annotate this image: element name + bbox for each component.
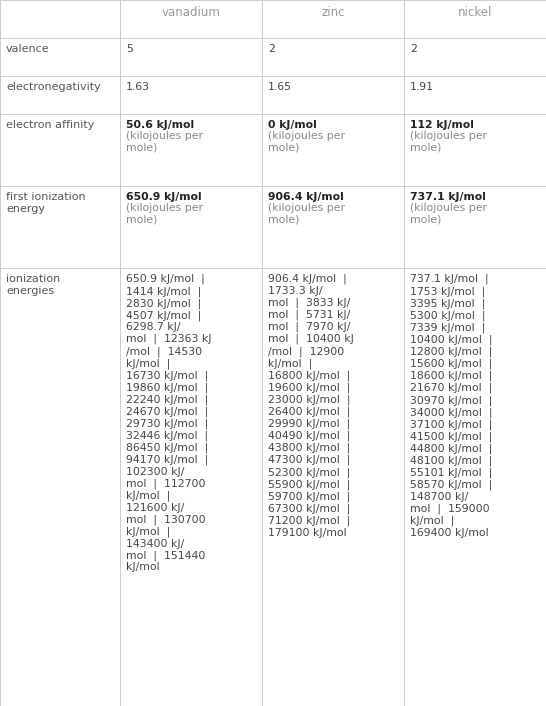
Bar (0, 268, 120, 706)
Text: 5: 5 (126, 44, 133, 54)
Text: 50.6 kJ/mol: 50.6 kJ/mol (126, 120, 194, 130)
Text: 0 kJ/mol: 0 kJ/mol (268, 120, 317, 130)
Bar (404, 114, 546, 186)
Text: (kilojoules per
mole): (kilojoules per mole) (410, 131, 487, 152)
Text: 1.65: 1.65 (268, 82, 292, 92)
Bar (120, 0, 262, 38)
Bar (0, 0, 120, 38)
Text: ionization
energies: ionization energies (6, 274, 60, 296)
Bar (120, 76, 262, 114)
Bar (262, 38, 404, 76)
Text: 2: 2 (410, 44, 417, 54)
Bar (0, 114, 120, 186)
Text: 906.4 kJ/mol: 906.4 kJ/mol (268, 192, 344, 202)
Text: (kilojoules per
mole): (kilojoules per mole) (410, 203, 487, 225)
Text: 650.9 kJ/mol  |
1414 kJ/mol  |
2830 kJ/mol  |
4507 kJ/mol  |
6298.7 kJ/
mol  |  : 650.9 kJ/mol | 1414 kJ/mol | 2830 kJ/mol… (126, 274, 211, 573)
Bar (404, 0, 546, 38)
Text: valence: valence (6, 44, 50, 54)
Bar (120, 38, 262, 76)
Text: (kilojoules per
mole): (kilojoules per mole) (268, 131, 345, 152)
Text: zinc: zinc (321, 6, 345, 19)
Text: 737.1 kJ/mol: 737.1 kJ/mol (410, 192, 486, 202)
Text: 737.1 kJ/mol  |
1753 kJ/mol  |
3395 kJ/mol  |
5300 kJ/mol  |
7339 kJ/mol  |
1040: 737.1 kJ/mol | 1753 kJ/mol | 3395 kJ/mol… (410, 274, 492, 537)
Bar (120, 114, 262, 186)
Text: first ionization
energy: first ionization energy (6, 192, 86, 214)
Bar (404, 186, 546, 268)
Text: vanadium: vanadium (162, 6, 221, 19)
Text: 1.91: 1.91 (410, 82, 434, 92)
Bar (0, 38, 120, 76)
Text: (kilojoules per
mole): (kilojoules per mole) (126, 203, 203, 225)
Text: 650.9 kJ/mol: 650.9 kJ/mol (126, 192, 201, 202)
Bar (262, 114, 404, 186)
Bar (0, 186, 120, 268)
Bar (404, 38, 546, 76)
Bar (262, 0, 404, 38)
Text: (kilojoules per
mole): (kilojoules per mole) (268, 203, 345, 225)
Bar (120, 186, 262, 268)
Text: nickel: nickel (458, 6, 492, 19)
Text: electronegativity: electronegativity (6, 82, 101, 92)
Bar (404, 76, 546, 114)
Text: 1.63: 1.63 (126, 82, 150, 92)
Bar (262, 186, 404, 268)
Bar (404, 268, 546, 706)
Bar (120, 268, 262, 706)
Bar (262, 268, 404, 706)
Text: 906.4 kJ/mol  |
1733.3 kJ/
mol  |  3833 kJ/
mol  |  5731 kJ/
mol  |  7970 kJ/
mo: 906.4 kJ/mol | 1733.3 kJ/ mol | 3833 kJ/… (268, 274, 354, 537)
Text: electron affinity: electron affinity (6, 120, 94, 130)
Bar (0, 76, 120, 114)
Text: 2: 2 (268, 44, 275, 54)
Text: 112 kJ/mol: 112 kJ/mol (410, 120, 474, 130)
Bar (262, 76, 404, 114)
Text: (kilojoules per
mole): (kilojoules per mole) (126, 131, 203, 152)
